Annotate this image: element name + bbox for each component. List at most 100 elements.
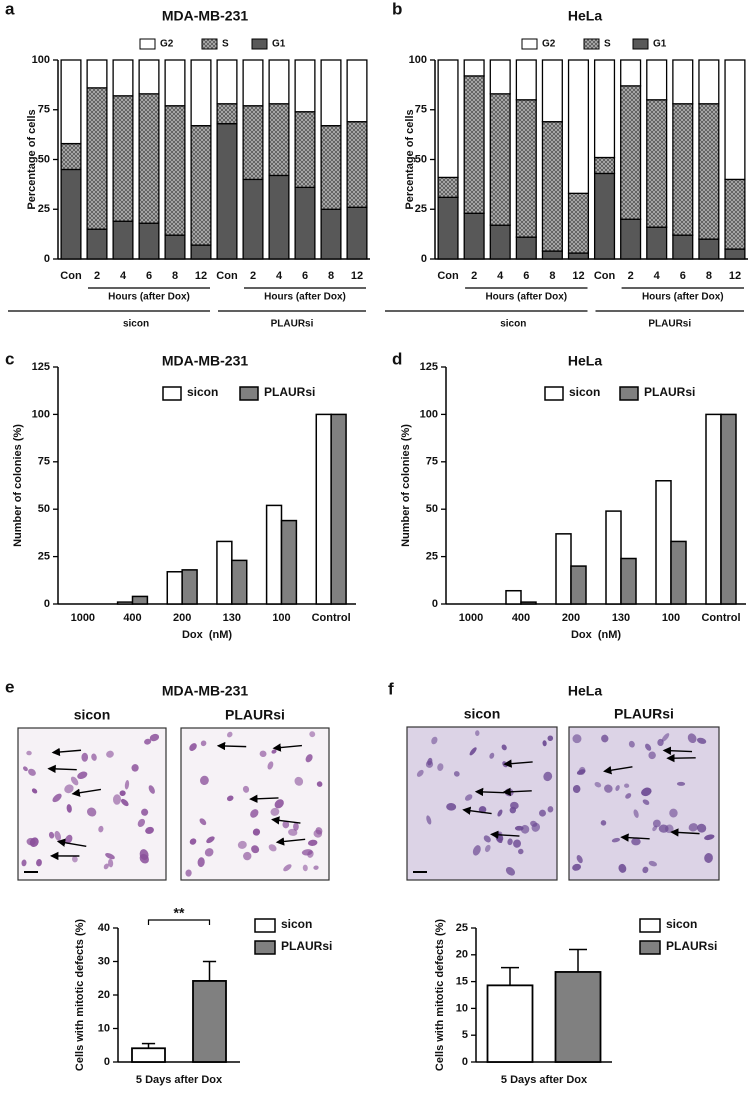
legend-swatch [632,38,649,50]
cell [604,784,613,793]
cell [91,753,97,761]
arrow [620,833,650,842]
legend-swatch [619,386,639,401]
chart-title: HeLa [568,8,602,24]
cell [282,820,290,829]
y-tick-label: 0 [44,253,50,265]
legend-swatch [239,386,259,401]
y-tick-label: 50 [426,503,438,515]
cell [137,818,146,828]
arrow [474,787,505,797]
cell [226,795,234,802]
legend-label: G1 [272,39,286,50]
cell [21,859,27,867]
cell [514,825,524,831]
legend-swatch [162,386,182,401]
x-tick-label: 5 Days after Dox [136,1074,223,1086]
legend-swatch [583,38,600,50]
cell [594,781,602,788]
cell [615,785,620,791]
bar-segment [515,99,537,238]
cell [642,799,650,805]
cell [66,804,72,813]
bar-segment [216,123,238,260]
y-tick-label: 15 [456,976,468,988]
cell [70,776,79,786]
x-tick-label: 8 [172,270,178,282]
x-tick-label: 400 [512,612,530,624]
bar [554,971,602,1063]
y-axis-label: Percentage of cells [26,109,38,209]
cell [315,827,323,835]
bar-segment [60,142,82,171]
bar-segment [698,59,720,105]
group-label: PLAURsi [648,319,691,330]
bar-segment [463,212,485,260]
bar [655,480,672,605]
y-tick-label: 10 [456,1002,468,1014]
bar-segment [320,59,342,127]
cell [576,855,583,864]
bar-segment [515,59,537,101]
cell [676,781,686,786]
x-tick-label: 6 [146,270,152,282]
bar-segment [620,59,642,87]
cell [52,793,62,803]
legend-label: S [222,39,229,50]
y-tick-label: 0 [462,1056,468,1068]
chart-title: HeLa [568,353,602,369]
cell [305,754,313,763]
bar-segment [320,208,342,260]
group-label: PLAURsi [271,319,314,330]
cell [106,750,114,758]
bar-segment [268,59,290,105]
significance-label: ** [174,905,185,921]
x-tick-label: 100 [272,612,290,624]
cell [105,852,115,860]
cell [572,734,582,744]
cell [227,731,233,738]
group-sublabel: Hours (after Dox) [108,292,190,303]
cell [250,809,259,818]
bar [330,413,347,605]
bar [315,413,332,605]
y-tick-label: 10 [98,1022,110,1034]
bar [280,519,298,605]
cell [274,799,284,809]
cell [267,761,274,770]
chart-title: MDA-MB-231 [162,8,249,24]
arrow [275,837,306,846]
bar-segment [164,234,186,260]
y-tick-label: 0 [44,598,50,610]
cell [316,781,323,787]
cell [600,820,607,826]
panel-letter: b [392,0,402,18]
cell [22,766,28,772]
cell [538,809,546,817]
bar-segment [541,121,563,252]
bar-segment [724,178,746,250]
cell [661,733,670,742]
cell [29,837,39,847]
y-tick-label: 0 [104,1056,110,1068]
cell [259,750,267,758]
x-tick-label: Con [594,270,616,282]
bar-segment [138,59,160,95]
bar-segment [346,206,368,260]
bar-segment [294,59,316,113]
x-tick-label: 200 [562,612,580,624]
y-tick-label: 100 [32,408,50,420]
bar-segment [86,59,108,89]
panel-letter: d [392,349,402,368]
arrow [502,787,532,797]
cell [628,740,635,748]
cell [124,780,130,790]
cell [501,744,507,751]
x-tick-label: Con [437,270,459,282]
cell [572,863,582,871]
cell [36,858,42,867]
y-tick-label: 75 [38,456,50,468]
cell [141,808,149,816]
panel-letter: e [5,677,14,696]
